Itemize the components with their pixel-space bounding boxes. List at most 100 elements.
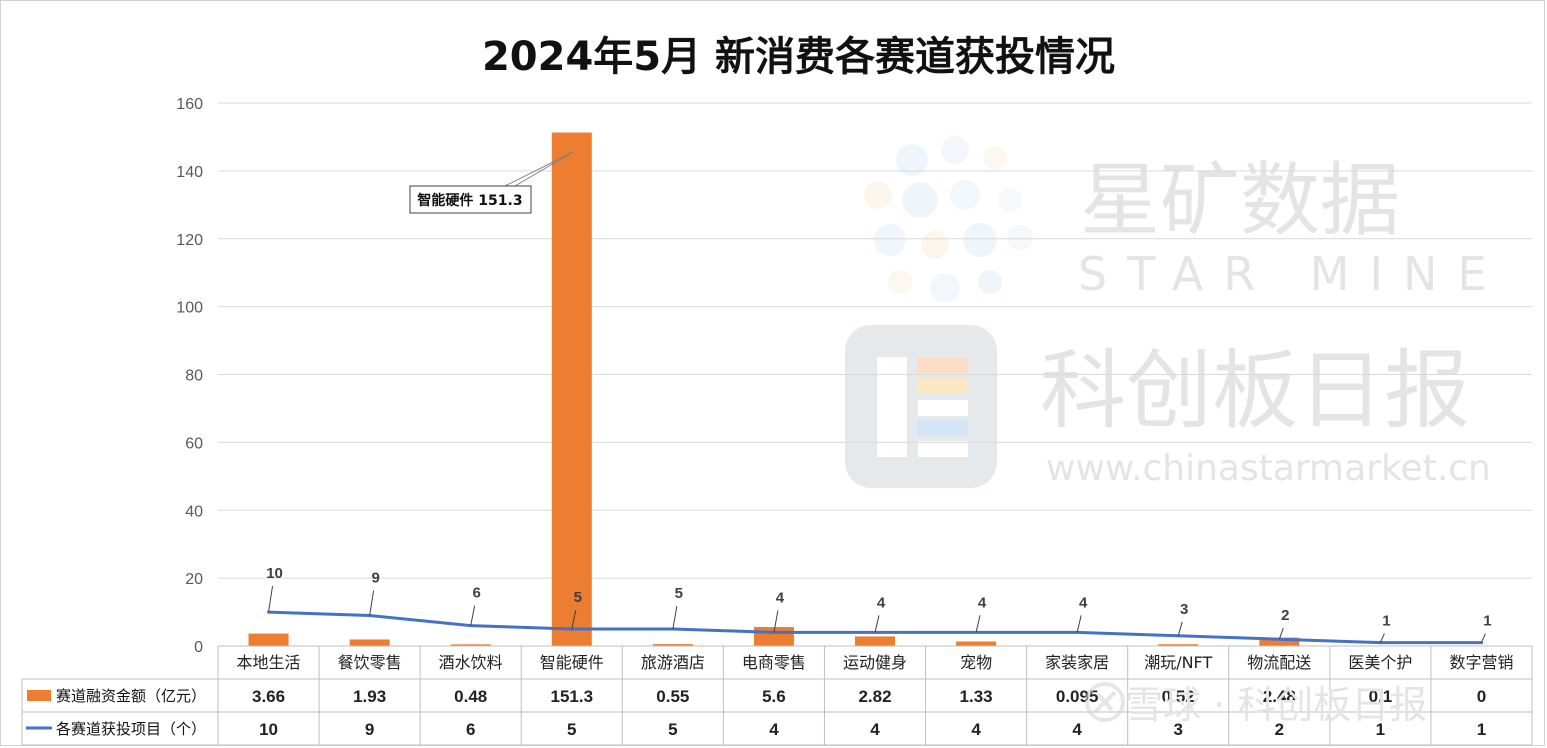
category-label: 旅游酒店 (641, 653, 705, 672)
table-cell-count: 4 (870, 720, 880, 739)
line-data-label: 1 (1483, 613, 1491, 630)
table-cell-amount: 5.6 (762, 687, 786, 706)
annotation-callout: 智能硬件 151.3 (409, 151, 574, 214)
y-tick-label: 80 (185, 368, 203, 385)
y-tick-label: 20 (185, 571, 203, 588)
callout-text: 智能硬件 151.3 (416, 192, 522, 209)
bar (1158, 644, 1199, 646)
line-data-label: 4 (1079, 594, 1088, 611)
bar (652, 644, 693, 646)
table-cell-amount: 0.55 (656, 687, 689, 706)
chart-title: 2024年5月 新消费各赛道获投情况 (481, 34, 1116, 80)
category-label: 本地生活 (237, 653, 301, 672)
label-leader-line (975, 615, 981, 633)
data-table: 本地生活 餐饮零售 酒水饮料 智能硬件 旅游酒店 电商零售 运动健身 宠物 家装家居 潮玩/NFT… (21, 645, 1533, 746)
bar (1259, 637, 1300, 646)
table-cell-count: 10 (259, 720, 278, 739)
table-cell-amount: 0.48 (454, 687, 487, 706)
label-leader-line (268, 585, 274, 613)
table-cell-amount: 2.82 (858, 687, 891, 706)
watermark-footer: 雪球 · 科创板日报 (1125, 683, 1427, 727)
y-tick-label: 100 (176, 300, 203, 317)
watermark-publisher: 科创板日报 (1040, 341, 1470, 441)
y-tick-label: 120 (176, 232, 203, 249)
table-cell-count: 4 (769, 720, 779, 739)
label-leader-line (571, 609, 577, 630)
publisher-logo-icon (845, 325, 997, 488)
label-leader-line (672, 605, 678, 630)
label-leader-line (1481, 633, 1486, 643)
watermark-brand-en: STAR MINE (1078, 247, 1507, 301)
category-label: 数字营销 (1449, 653, 1513, 672)
label-leader-line (470, 605, 476, 626)
line-data-label: 4 (776, 589, 785, 606)
star-mine-logo-icon (864, 136, 1033, 303)
table-cell-amount: 151.3 (550, 687, 593, 706)
category-label: 宠物 (960, 653, 992, 672)
line-data-label: 9 (371, 569, 379, 586)
table-cell-count: 1 (1376, 720, 1385, 739)
table-cell-amount: 0.1 (1369, 687, 1393, 706)
category-label: 电商零售 (742, 653, 806, 672)
table-cell-count: 5 (567, 720, 576, 739)
line-data-label: 4 (877, 594, 886, 611)
y-tick-label: 40 (185, 503, 203, 520)
category-label: 餐饮零售 (338, 653, 402, 672)
bar (450, 644, 491, 646)
category-label: 医美个护 (1348, 653, 1412, 672)
bar-series (248, 132, 1401, 646)
watermark-layer: 星矿数据 STAR MINE 科创板日报 www.chinastarmarket… (845, 136, 1507, 489)
label-leader-line (773, 610, 779, 633)
table-cell-count: 9 (365, 720, 374, 739)
bar (855, 636, 895, 646)
watermark-url: www.chinastarmarket.cn (1046, 448, 1491, 489)
table-cell-count: 4 (1072, 720, 1082, 739)
table-cell-amount: 0 (1477, 687, 1486, 706)
y-tick-label: 0 (194, 639, 203, 656)
line-data-label: 1 (1382, 613, 1390, 630)
line-data-label: 4 (978, 594, 987, 611)
category-label: 物流配送 (1247, 653, 1311, 672)
callout-box (409, 185, 532, 214)
line-data-label: 2 (1281, 607, 1289, 624)
label-leader-line (369, 590, 375, 616)
legend-label-bar: 赛道融资金额（亿元） (56, 687, 206, 705)
table-cell-count: 4 (971, 720, 981, 739)
bar (349, 639, 390, 646)
legend-key-bar (27, 690, 51, 701)
label-leader-line (1076, 615, 1082, 633)
watermark-brand-cn: 星矿数据 (1080, 154, 1400, 247)
table-cell-count: 1 (1477, 720, 1486, 739)
snowball-logo-icon (1085, 682, 1125, 722)
bar (956, 641, 997, 646)
line-data-label: 6 (473, 585, 481, 602)
y-tick-label: 160 (176, 96, 203, 113)
y-tick-label: 140 (176, 164, 203, 181)
category-label: 智能硬件 (540, 653, 604, 672)
y-tick-label: 60 (185, 435, 203, 452)
table-cell-amount: 2.48 (1263, 687, 1296, 706)
label-leader-line (1379, 633, 1385, 643)
table-cell-count: 6 (466, 720, 475, 739)
line-data-label: 3 (1180, 601, 1188, 618)
category-label: 运动健身 (843, 653, 907, 672)
table-cell-count: 5 (668, 720, 677, 739)
label-leader-line (874, 615, 880, 633)
table-cell-count: 3 (1173, 720, 1182, 739)
callout-leader-line (504, 151, 574, 187)
callout-leader-line-2 (514, 151, 574, 187)
category-label: 潮玩/NFT (1144, 653, 1212, 672)
table-cell-count: 2 (1275, 720, 1284, 739)
table-cell-amount: 1.93 (353, 687, 386, 706)
line-data-label: 10 (266, 565, 283, 582)
bar (551, 132, 592, 646)
bar (248, 633, 289, 646)
category-label: 家装家居 (1045, 653, 1109, 672)
legend-label-line: 各赛道获投项目（个） (56, 720, 206, 738)
y-axis: 0 20 40 60 80 100 120 140 160 (176, 96, 203, 656)
line-data-label: 5 (574, 589, 582, 606)
line-data-label: 5 (675, 585, 683, 602)
table-cell-amount: 1.33 (960, 687, 993, 706)
